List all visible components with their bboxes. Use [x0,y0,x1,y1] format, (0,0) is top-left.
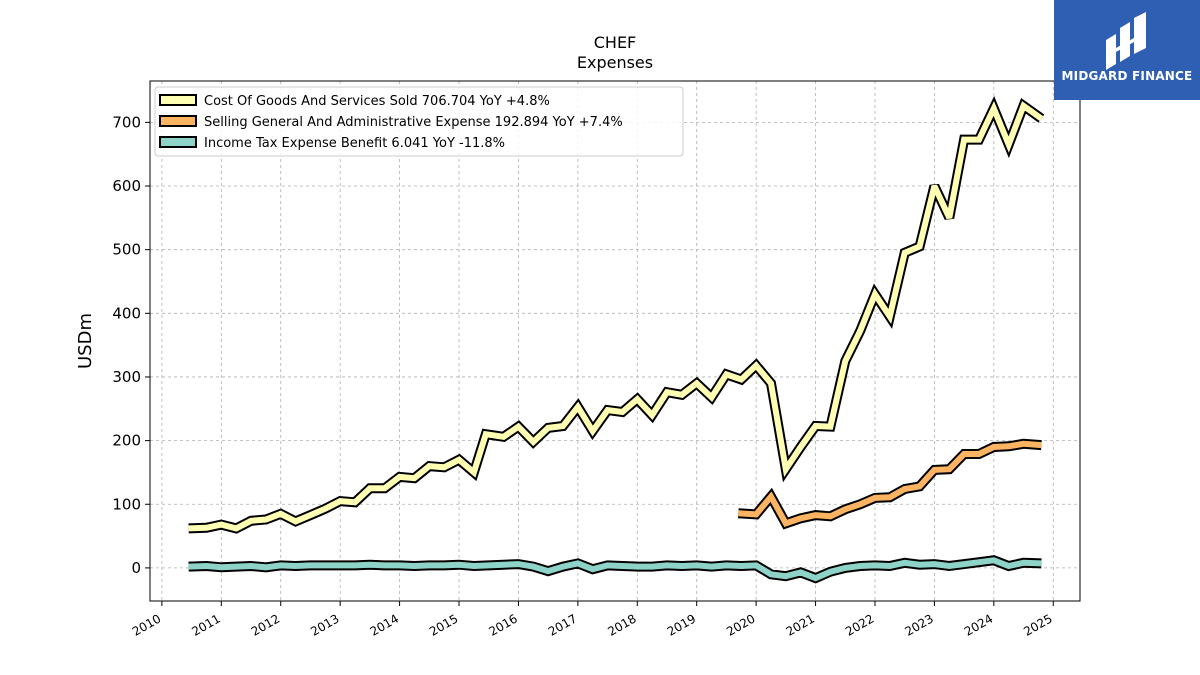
plot-frame [149,80,1081,602]
y-axis-ticks: 0 100 200 300 400 500 600 700 [112,113,150,577]
legend-entry: Income Tax Expense Benefit 6.041 YoY -11… [204,136,505,151]
x-tick-label: 2013 [308,611,341,638]
logo-mark-icon [1106,12,1146,70]
chart-subtitle: Expenses [577,53,653,72]
x-tick-label: 2024 [962,611,995,638]
midgard-finance-logo: MIDGARD FINANCE [1054,0,1200,100]
series-line-0 [188,96,1045,534]
x-tick-label: 2010 [130,611,163,638]
series-line-2 [188,555,1042,584]
y-tick-label: 700 [112,113,141,131]
chart-title: CHEF [594,33,637,52]
x-tick-label: 2022 [843,611,876,638]
x-tick-label: 2020 [724,611,757,638]
x-tick-label: 2019 [665,611,698,638]
x-tick-label: 2016 [486,611,519,638]
legend-entry: Selling General And Administrative Expen… [204,115,623,130]
legend-box [154,86,684,157]
x-tick-label: 2011 [189,611,222,638]
y-tick-label: 100 [112,495,141,513]
y-tick-label: 300 [112,368,141,386]
x-tick-label: 2018 [605,611,638,638]
series-lines [188,96,1045,584]
y-tick-label: 500 [112,241,141,259]
grid [150,81,1080,601]
y-tick-label: 600 [112,177,141,195]
x-tick-label: 2023 [902,611,935,638]
logo-text: MIDGARD FINANCE [1061,69,1193,83]
legend-swatch [159,136,197,148]
legend-entry: Cost Of Goods And Services Sold 706.704 … [204,94,550,109]
legend-swatch [159,115,197,127]
x-tick-label: 2021 [784,611,817,638]
y-axis-label: USDm [75,313,96,369]
x-tick-label: 2025 [1021,611,1054,638]
y-tick-label: 200 [112,432,141,450]
y-tick-label: 400 [112,304,141,322]
y-tick-label: 0 [131,559,141,577]
x-tick-label: 2012 [249,611,282,638]
x-tick-label: 2014 [368,611,401,638]
legend: Cost Of Goods And Services Sold 706.704 … [154,86,684,157]
x-tick-label: 2017 [546,611,579,638]
x-axis-ticks: 2010 2011 2012 2013 2014 2015 2016 2017 2018 2019… [130,601,1055,639]
x-tick-label: 2015 [427,611,460,638]
legend-swatch [159,94,197,106]
series-line-1 [737,438,1042,530]
